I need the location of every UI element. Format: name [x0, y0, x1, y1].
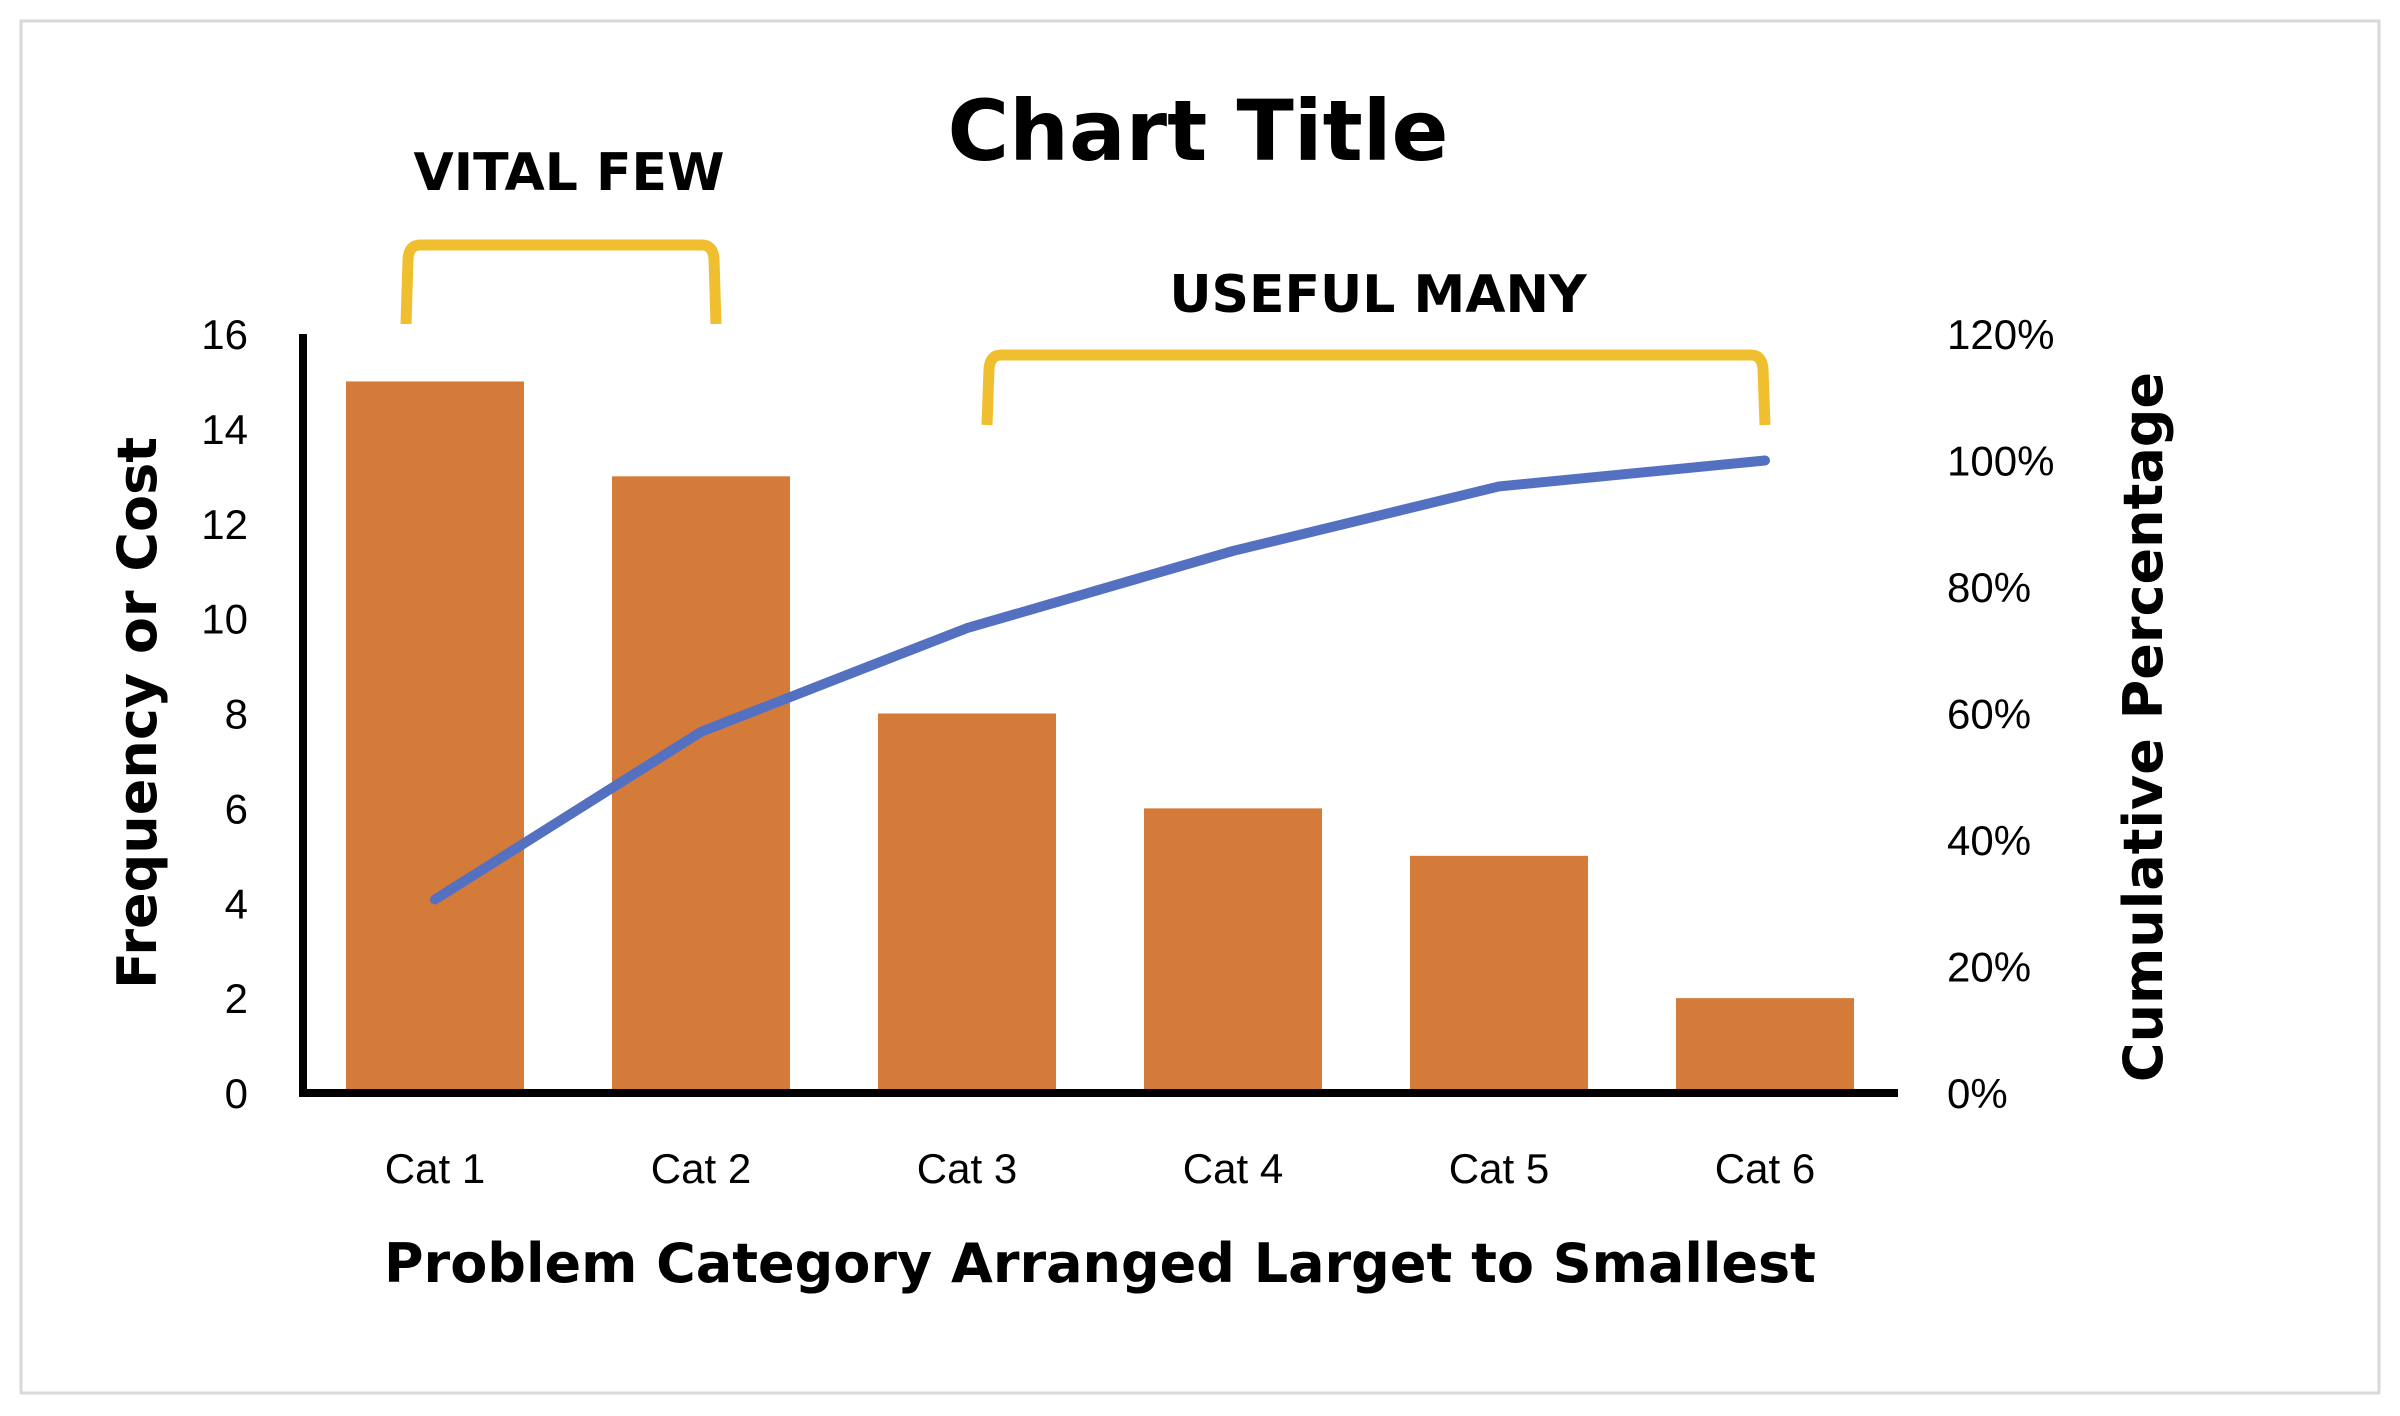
x-tick-label: Cat 5: [1449, 1145, 1549, 1192]
y2-tick-label: 20%: [1947, 944, 2031, 991]
y-tick-label: 12: [201, 501, 248, 548]
bar-cat-5: [1410, 855, 1588, 1093]
y2-tick-label: 60%: [1947, 691, 2031, 738]
y-tick-label: 0: [225, 1070, 248, 1117]
y-tick-label: 10: [201, 596, 248, 643]
cumulative-percentage-line: [430, 455, 1770, 905]
x-axis-label: Problem Category Arranged Larget to Smal…: [384, 1232, 1816, 1295]
x-tick-label: Cat 1: [385, 1145, 485, 1192]
x-tick-label: Cat 6: [1715, 1145, 1815, 1192]
line-point-3: [966, 627, 968, 630]
bracket-vital-few: [400, 239, 722, 325]
annotation-useful-many: USEFUL MANY: [1169, 265, 1588, 325]
bar-cat-2: [612, 476, 790, 1093]
y-tick-label: 8: [225, 691, 248, 738]
line-point-2: [700, 730, 702, 733]
y2-tick-label: 100%: [1947, 438, 2054, 485]
y-tick-label: 2: [225, 975, 248, 1022]
y2-tick-label: 120%: [1947, 311, 2054, 358]
y-tick-label: 4: [225, 880, 248, 927]
y2-tick-label: 80%: [1947, 564, 2031, 611]
y2-axis-label: Cumulative Percentage: [2112, 372, 2175, 1082]
line-point-5: [1498, 485, 1500, 488]
x-tick-label: Cat 2: [651, 1145, 751, 1192]
y-tick-label: 14: [201, 406, 248, 453]
bar-cat-1: [346, 381, 524, 1093]
line-point-1: [434, 898, 436, 901]
line-point-6: [1764, 459, 1766, 462]
bracket-useful-many: [981, 349, 1771, 426]
chart-title: Chart Title: [948, 82, 1449, 180]
y-axis-label: Frequency or Cost: [106, 437, 169, 989]
annotation-vital-few: VITAL FEW: [414, 143, 725, 203]
bar-cat-4: [1144, 808, 1322, 1093]
x-tick-label: Cat 4: [1183, 1145, 1283, 1192]
y2-tick-label: 0%: [1947, 1070, 2008, 1117]
x-tick-label: Cat 3: [917, 1145, 1017, 1192]
y-tick-label: 16: [201, 311, 248, 358]
bar-cat-6: [1676, 998, 1854, 1093]
y-tick-label: 6: [225, 785, 248, 832]
line-point-4: [1232, 549, 1234, 552]
y2-tick-label: 40%: [1947, 817, 2031, 864]
bar-cat-3: [878, 713, 1056, 1093]
